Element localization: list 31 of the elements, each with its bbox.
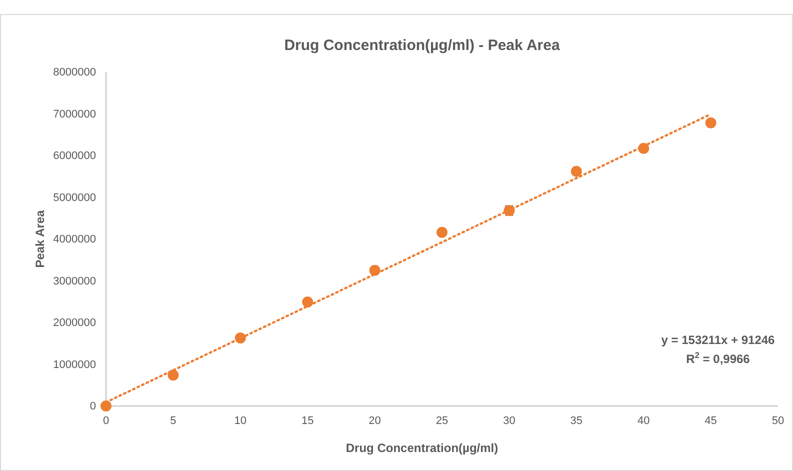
y-tick-label: 0 — [90, 400, 96, 413]
point — [100, 400, 112, 412]
y-tick-label: 4000000 — [53, 234, 96, 246]
point — [168, 370, 179, 381]
x-tick-label: 10 — [234, 414, 247, 427]
y-tick-label: 3000000 — [53, 275, 96, 288]
point — [302, 296, 314, 308]
chart-title: Drug Concentration(µg/ml) - Peak Area — [284, 37, 560, 54]
x-tick-label: 20 — [368, 414, 381, 427]
x-axis-title: Drug Concentration(µg/ml) — [346, 441, 498, 455]
annotation: R$^{2}$ = 0,9966 — [686, 350, 750, 366]
y-tick-label: 2000000 — [53, 317, 96, 330]
point — [436, 226, 448, 238]
x-tick-label: 45 — [704, 414, 717, 427]
x-tick-label: 25 — [436, 414, 448, 427]
x-tick-label: 40 — [637, 414, 650, 427]
y-tick-label: 6000000 — [53, 150, 96, 162]
x-tick-label: 35 — [570, 414, 583, 427]
y-tick-label: 5000000 — [53, 192, 96, 204]
y-tick-label: 8000000 — [53, 66, 96, 79]
y-tick-label: 7000000 — [53, 108, 96, 120]
x-tick-label: 5 — [170, 414, 176, 427]
point — [570, 166, 582, 177]
y-tick-label: 1000000 — [53, 358, 96, 371]
x-tick-label: 50 — [772, 414, 784, 427]
x-tick-label: 30 — [503, 414, 516, 427]
annotation: y = 153211x + 91246 — [661, 333, 776, 347]
x-tick-label: 15 — [301, 414, 314, 427]
y-axis-title: Peak Area — [33, 210, 47, 268]
x-tick-label: 0 — [102, 414, 110, 427]
point — [705, 117, 716, 128]
